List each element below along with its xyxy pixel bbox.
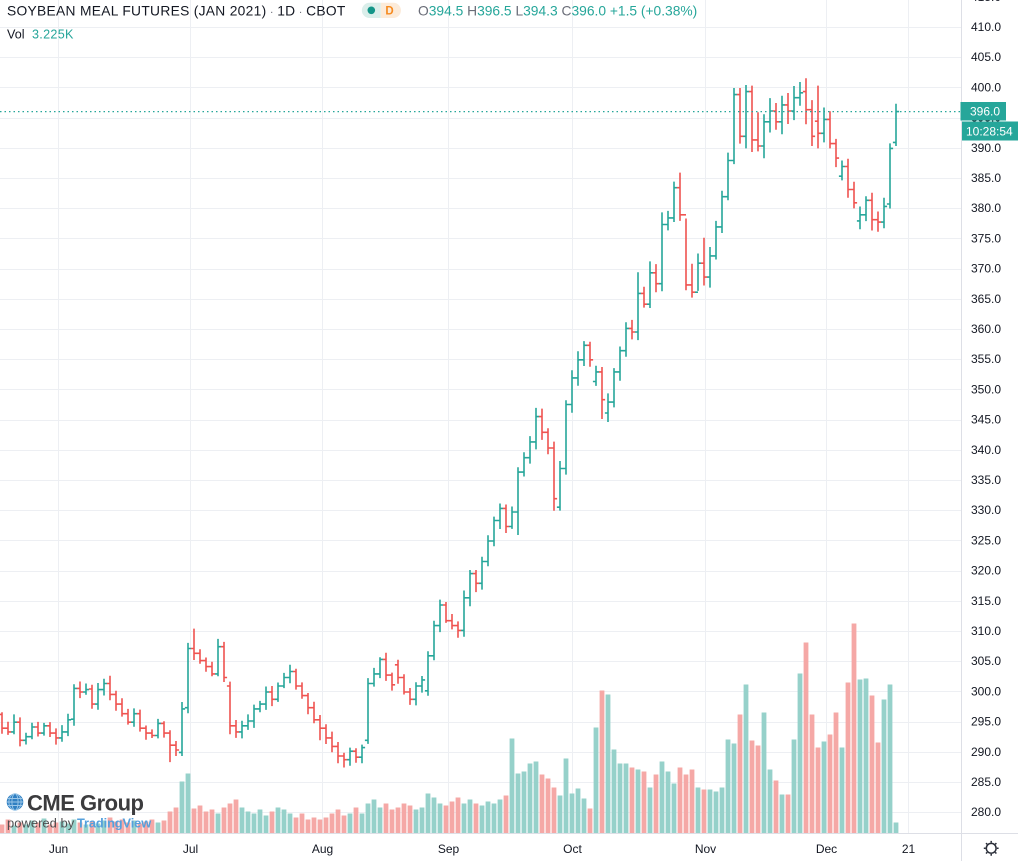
svg-text:405.0: 405.0 [971,50,1001,64]
svg-text:396.0: 396.0 [970,105,1000,119]
svg-text:390.0: 390.0 [971,141,1001,155]
svg-text:Jul: Jul [183,842,198,856]
svg-text:365.0: 365.0 [971,292,1001,306]
svg-text:310.0: 310.0 [971,624,1001,638]
svg-text:Vol: Vol [7,28,25,42]
svg-text:320.0: 320.0 [971,564,1001,578]
svg-text:Jun: Jun [49,842,68,856]
svg-text:Dec: Dec [816,842,837,856]
svg-text:280.0: 280.0 [971,805,1001,819]
svg-text:3.225K: 3.225K [32,28,74,42]
svg-text:285.0: 285.0 [971,775,1001,789]
svg-text:Nov: Nov [695,842,716,856]
svg-text:385.0: 385.0 [971,171,1001,185]
svg-text:355.0: 355.0 [971,352,1001,366]
svg-text:Sep: Sep [438,842,460,856]
svg-text:powered by: powered by [7,816,75,831]
svg-text:410.0: 410.0 [971,20,1001,34]
svg-text:360.0: 360.0 [971,322,1001,336]
svg-text:10:28:54: 10:28:54 [966,125,1013,139]
svg-text:345.0: 345.0 [971,413,1001,427]
svg-text:330.0: 330.0 [971,503,1001,517]
svg-text:Aug: Aug [312,842,333,856]
svg-text:295.0: 295.0 [971,715,1001,729]
svg-text:290.0: 290.0 [971,745,1001,759]
svg-text:CME Group: CME Group [27,791,144,816]
svg-text:Oct: Oct [563,842,582,856]
svg-text:375.0: 375.0 [971,231,1001,245]
svg-text:350.0: 350.0 [971,382,1001,396]
svg-text:300.0: 300.0 [971,684,1001,698]
svg-text:21: 21 [902,842,916,856]
svg-text:315.0: 315.0 [971,594,1001,608]
svg-text:O394.5 H396.5 L394.3 C396.0 +1: O394.5 H396.5 L394.3 C396.0 +1.5 (+0.38%… [418,4,697,19]
svg-text:325.0: 325.0 [971,533,1001,547]
svg-text:305.0: 305.0 [971,654,1001,668]
svg-text:380.0: 380.0 [971,201,1001,215]
svg-text:D: D [385,6,393,18]
svg-text:SOYBEAN MEAL FUTURES (JAN 2021: SOYBEAN MEAL FUTURES (JAN 2021) · 1D · C… [7,4,346,19]
svg-text:340.0: 340.0 [971,443,1001,457]
svg-text:415.0: 415.0 [971,0,1001,4]
svg-text:TradingView: TradingView [77,816,151,831]
svg-text:335.0: 335.0 [971,473,1001,487]
svg-text:400.0: 400.0 [971,80,1001,94]
svg-text:370.0: 370.0 [971,262,1001,276]
